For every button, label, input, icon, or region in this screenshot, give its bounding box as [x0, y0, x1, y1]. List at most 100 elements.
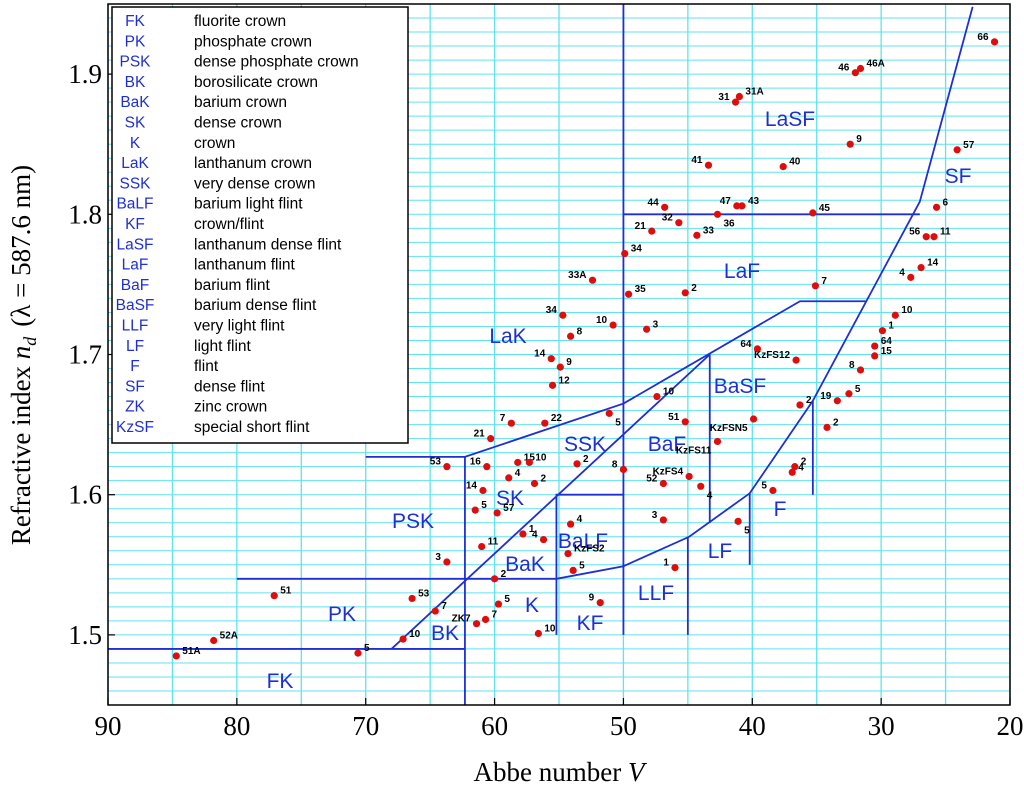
data-point [596, 599, 604, 607]
region-label: BaSF [714, 375, 767, 398]
data-point [210, 636, 218, 645]
point-label: 46 [838, 63, 850, 74]
data-point [547, 355, 555, 363]
legend-label: special short flint [194, 419, 310, 436]
data-point [566, 520, 575, 528]
point-label: 7 [500, 413, 506, 424]
region-labels: FK PK BK K KF LLF LF F BaK BaLF PSK SK SSK BaF BaSF SF L… [267, 108, 972, 693]
region-label: BaK [505, 553, 545, 576]
legend-code: BK [125, 74, 146, 91]
point-label: 3 [652, 510, 658, 521]
legend-code: SK [125, 115, 146, 132]
point-label: 11 [940, 227, 951, 238]
region-boundaries [108, 4, 974, 705]
legend-label: crown/flint [194, 216, 264, 233]
legend-label: dense phosphate crown [194, 54, 359, 71]
data-point [917, 263, 925, 272]
data-point [871, 352, 879, 360]
x-tick-label: 60 [481, 711, 508, 741]
region-label: PSK [392, 510, 434, 533]
data-point [685, 472, 693, 481]
point-label: 4 [577, 514, 583, 525]
point-label: KzFS12 [754, 350, 791, 361]
point-label: 3 [653, 319, 659, 330]
region-label: BaF [648, 433, 687, 456]
legend-label: fluorite crown [194, 13, 286, 30]
region-label: KF [577, 612, 604, 635]
boundary-line [390, 353, 711, 650]
data-point [891, 311, 899, 319]
x-tick-label: 20 [997, 711, 1024, 741]
y-tick-label: 1.9 [68, 59, 102, 89]
data-point [675, 219, 683, 227]
data-point [494, 600, 503, 608]
point-label: 2 [801, 457, 807, 468]
point-label: 15 [881, 346, 893, 357]
data-point [693, 231, 701, 239]
point-label: 5 [761, 480, 767, 491]
point-label: 5 [504, 594, 510, 605]
y-tick-label: 1.7 [68, 340, 102, 370]
point-label: 51A [182, 646, 200, 657]
legend-label: phosphate crown [194, 33, 312, 50]
data-point [564, 549, 572, 558]
point-label: 15 [524, 452, 536, 463]
data-point [566, 332, 575, 340]
legend-label: very dense crown [194, 175, 315, 192]
data-point [619, 465, 628, 474]
data-point [791, 463, 799, 471]
data-point [534, 629, 542, 638]
legend-box [111, 6, 409, 444]
point-label: 31 [718, 92, 730, 103]
legend-label: lanthanum crown [194, 155, 312, 172]
point-label: 7 [441, 601, 447, 612]
point-label: 4 [707, 490, 713, 501]
point-label: 4 [515, 468, 521, 479]
point-label: 5 [364, 643, 370, 654]
legend-label: very light flint [194, 318, 285, 335]
point-label: 2 [833, 417, 839, 428]
point-label: 31A [745, 87, 763, 98]
legend-code: ZK [125, 399, 145, 416]
data-point [823, 423, 831, 432]
point-label: 32 [662, 213, 674, 224]
x-tick-label: 90 [95, 711, 122, 741]
data-point [505, 474, 513, 482]
legend-code: F [130, 358, 139, 375]
point-label: 1 [663, 558, 669, 569]
data-point [569, 566, 577, 575]
legend-label: barium dense flint [194, 297, 317, 314]
point-label: 35 [635, 284, 647, 295]
y-axis-label: Refractive index nd (λ = 587.6 nm) [6, 165, 40, 545]
legend-code: BaF [121, 277, 149, 294]
point-label: 52 [646, 473, 658, 484]
point-label: 10 [535, 452, 547, 463]
x-tick-label: 80 [223, 711, 250, 741]
legend-label: lanthanum dense flint [194, 236, 342, 253]
data-point [556, 363, 564, 371]
point-label: 11 [488, 537, 499, 548]
data-point [443, 558, 451, 566]
point-label: 8 [849, 360, 855, 371]
point-label: 12 [559, 375, 571, 386]
region-label: LaSF [765, 108, 815, 131]
point-label: 36 [723, 218, 735, 229]
legend-label: zinc crown [194, 399, 267, 416]
legend-label: light flint [194, 338, 252, 355]
point-label: 21 [635, 221, 647, 232]
y-axis-label-var: n [6, 346, 36, 360]
data-point [697, 482, 705, 490]
data-point [769, 486, 777, 495]
data-point [605, 409, 613, 417]
point-label: 46A [867, 58, 885, 69]
x-tick-label: 40 [739, 711, 766, 741]
data-point [856, 64, 865, 73]
legend-label: barium flint [194, 277, 270, 294]
data-point [734, 517, 742, 525]
point-label: 2 [583, 454, 589, 465]
point-label: 22 [551, 413, 563, 424]
data-point [713, 210, 722, 218]
point-label: KzFS2 [574, 544, 605, 555]
region-label: SF [945, 165, 972, 188]
